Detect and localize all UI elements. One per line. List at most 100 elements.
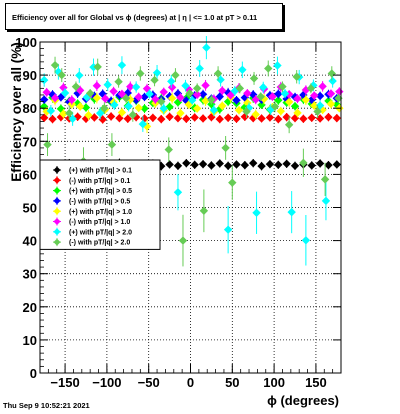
data-point — [157, 114, 166, 124]
data-point — [320, 162, 330, 196]
data-point — [287, 191, 296, 234]
data-point — [251, 109, 260, 120]
data-point — [71, 81, 81, 92]
data-point — [173, 174, 183, 211]
data-point — [140, 104, 149, 114]
data-point — [290, 102, 300, 111]
legend-label: (+) with pT/|q| > 1.0 — [69, 209, 132, 216]
x-tick-label: 100 — [263, 375, 285, 390]
legend-marker — [53, 218, 61, 225]
y-axis-label: Efficiency over all (%) — [9, 42, 24, 182]
data-point — [249, 71, 259, 85]
chart-title: Efficiency over all for Global vs ϕ (deg… — [12, 13, 258, 22]
data-point — [216, 72, 225, 87]
legend-entry: (+) with pT/|q| > 2.0 — [53, 227, 132, 236]
data-point — [332, 113, 342, 123]
legend-marker — [53, 187, 61, 195]
data-point — [131, 81, 141, 93]
data-point — [284, 96, 294, 107]
legend-label: (-) with pT/|q| > 0.1 — [69, 178, 130, 185]
data-point — [176, 108, 185, 118]
y-tick-label: 30 — [23, 267, 37, 282]
data-point — [48, 114, 57, 124]
data-point — [307, 113, 316, 122]
data-point — [151, 94, 160, 104]
data-point — [159, 87, 168, 97]
data-point — [306, 83, 316, 94]
data-point — [178, 214, 188, 267]
data-point — [207, 161, 216, 170]
data-point — [242, 105, 251, 118]
data-point — [198, 114, 208, 123]
data-point — [190, 113, 199, 122]
data-point — [182, 114, 191, 123]
data-point — [223, 161, 233, 170]
data-point — [82, 93, 92, 102]
data-point — [290, 161, 300, 170]
data-point — [238, 61, 247, 79]
x-tick-label: −150 — [50, 375, 79, 390]
legend-entry: (-) with pT/|q| > 0.5 — [53, 196, 130, 206]
data-point — [123, 114, 132, 123]
x-tick-label: −100 — [92, 375, 121, 390]
data-point — [299, 114, 308, 123]
data-point — [265, 159, 275, 169]
data-point — [257, 161, 266, 171]
y-tick-label: 0 — [30, 366, 37, 381]
data-point — [90, 113, 99, 122]
data-point — [106, 112, 116, 121]
data-point — [223, 113, 233, 122]
data-point — [301, 85, 311, 95]
data-point — [39, 95, 49, 104]
data-point — [65, 106, 74, 120]
data-point — [92, 92, 102, 104]
data-point — [252, 191, 261, 234]
data-point — [326, 89, 336, 98]
data-point — [315, 159, 325, 168]
data-point — [192, 104, 202, 113]
data-point — [327, 66, 337, 81]
data-point — [278, 81, 287, 92]
data-point — [310, 91, 319, 100]
legend-label: (+) with pT/|q| > 0.1 — [69, 168, 132, 175]
data-point — [128, 107, 138, 122]
data-point — [150, 73, 159, 87]
legend-marker — [53, 176, 61, 184]
data-point — [121, 93, 131, 103]
legend-label: (-) with pT/|q| > 2.0 — [69, 240, 130, 247]
timestamp: Thu Sep 9 10:52:21 2021 — [3, 401, 90, 410]
data-point — [50, 93, 60, 103]
data-point — [274, 114, 283, 124]
y-tick-label: 70 — [23, 134, 37, 149]
data-point — [280, 88, 290, 99]
legend-marker — [53, 166, 61, 174]
data-point — [313, 105, 322, 118]
data-point — [232, 114, 241, 123]
data-point — [324, 160, 333, 170]
data-point — [164, 137, 173, 162]
y-tick-label: 20 — [23, 300, 37, 315]
data-point — [107, 133, 117, 157]
data-point — [167, 92, 177, 104]
data-point — [307, 161, 316, 170]
data-point — [167, 74, 176, 88]
data-point — [243, 89, 252, 98]
y-tick-label: 40 — [23, 234, 37, 249]
data-point — [142, 83, 152, 94]
y-tick-label: 80 — [23, 101, 37, 116]
legend-label: (-) with pT/|q| > 0.5 — [69, 199, 130, 206]
data-point — [98, 115, 107, 124]
data-point — [284, 116, 294, 134]
data-point — [136, 66, 145, 81]
data-point — [148, 113, 158, 122]
data-point — [84, 110, 93, 121]
data-point — [187, 95, 197, 105]
data-point — [165, 160, 174, 169]
data-point — [134, 103, 143, 113]
data-point — [114, 75, 123, 88]
data-point — [207, 112, 216, 122]
data-point — [42, 87, 51, 97]
legend-marker — [53, 197, 61, 205]
data-point — [234, 105, 244, 115]
